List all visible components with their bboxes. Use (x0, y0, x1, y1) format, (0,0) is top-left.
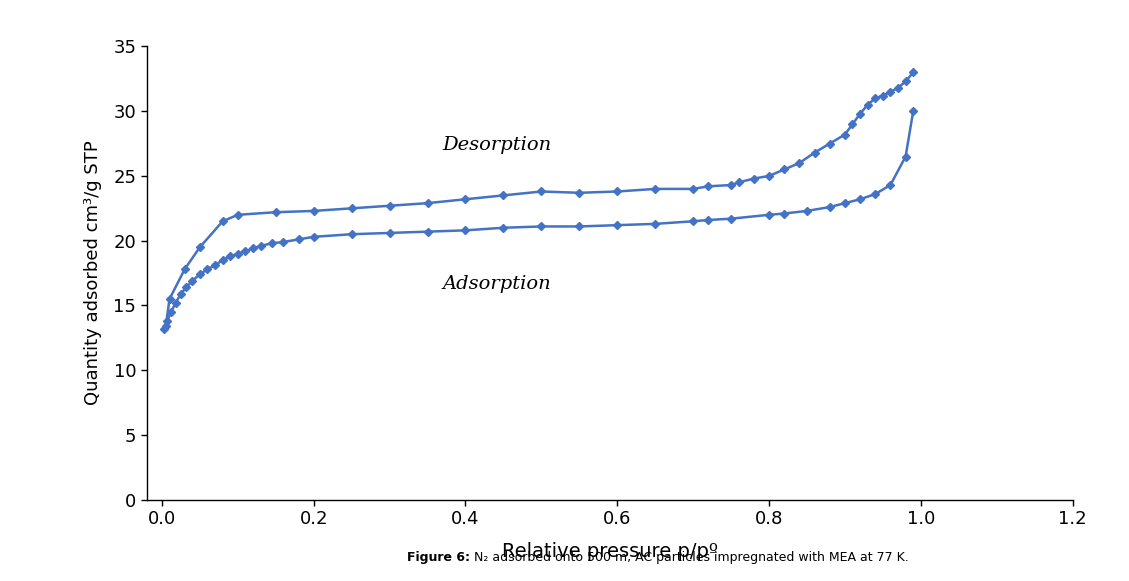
X-axis label: Relative pressure p/pº: Relative pressure p/pº (501, 542, 718, 561)
Text: Desorption: Desorption (443, 136, 552, 154)
Text: Adsorption: Adsorption (443, 275, 551, 293)
Y-axis label: Quantity adsorbed cm³/g STP: Quantity adsorbed cm³/g STP (85, 141, 103, 406)
Text: N₂ adsorbed onto 500 m, AC particles impregnated with MEA at 77 K.: N₂ adsorbed onto 500 m, AC particles imp… (474, 551, 909, 564)
Text: Figure 6:: Figure 6: (406, 551, 474, 564)
